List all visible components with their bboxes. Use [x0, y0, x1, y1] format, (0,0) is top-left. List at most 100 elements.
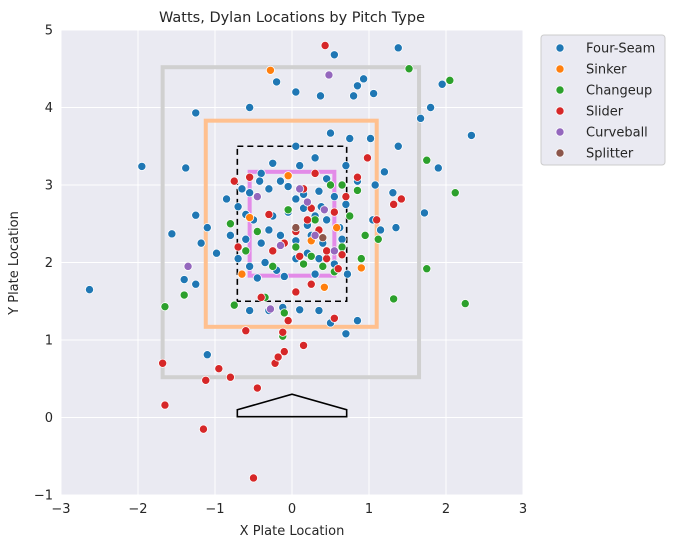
legend-label-changeup: Changeup — [586, 84, 652, 99]
point-four-seam-44 — [292, 142, 300, 150]
y-ticks: −1 0 1 2 3 4 5 — [34, 24, 53, 504]
point-four-seam-35 — [315, 306, 323, 314]
point-curveball-3 — [303, 198, 311, 206]
point-four-seam-27 — [212, 249, 220, 257]
point-changeup-6 — [461, 299, 469, 307]
point-sinker-0 — [266, 66, 274, 74]
point-changeup-7 — [161, 303, 169, 311]
y-tick-label-5: 4 — [45, 101, 53, 116]
point-curveball-1 — [184, 262, 192, 270]
point-changeup-18 — [292, 243, 300, 251]
point-four-seam-89 — [222, 195, 230, 203]
point-slider-9 — [234, 243, 242, 251]
legend-label-slider: Slider — [586, 105, 624, 120]
point-changeup-24 — [284, 206, 292, 214]
point-four-seam-90 — [276, 177, 284, 185]
point-four-seam-12 — [434, 164, 442, 172]
point-four-seam-74 — [338, 235, 346, 243]
y-tick-label-6: 5 — [45, 24, 53, 39]
point-changeup-23 — [326, 181, 334, 189]
point-four-seam-0 — [394, 44, 402, 52]
point-four-seam-40 — [273, 78, 281, 86]
point-four-seam-84 — [253, 274, 261, 282]
point-four-seam-54 — [284, 182, 292, 190]
point-four-seam-34 — [296, 306, 304, 314]
x-tick-label-4: 1 — [365, 502, 373, 517]
point-slider-27 — [334, 265, 342, 273]
point-four-seam-9 — [370, 89, 378, 97]
point-four-seam-49 — [342, 162, 350, 170]
point-changeup-4 — [423, 265, 431, 273]
point-changeup-5 — [390, 295, 398, 303]
legend-label-four-seam: Four-Seam — [586, 42, 655, 57]
point-four-seam-83 — [343, 270, 351, 278]
point-changeup-28 — [299, 260, 307, 268]
point-curveball-6 — [311, 231, 319, 239]
point-four-seam-81 — [315, 255, 323, 263]
point-four-seam-30 — [203, 351, 211, 359]
point-slider-20 — [279, 328, 287, 336]
point-slider-4 — [363, 154, 371, 162]
legend-label-curveball: Curveball — [586, 126, 648, 141]
point-four-seam-77 — [261, 258, 269, 266]
legend-marker-splitter — [556, 149, 564, 157]
point-slider-41 — [269, 247, 277, 255]
x-tick-label-6: 3 — [519, 502, 527, 517]
y-tick-label-0: −1 — [34, 489, 53, 504]
point-slider-44 — [342, 193, 350, 201]
point-four-seam-7 — [360, 75, 368, 83]
point-slider-22 — [330, 314, 338, 322]
point-four-seam-56 — [315, 187, 323, 195]
legend: Four-Seam Sinker Changeup Slider Curveball Sp… — [541, 35, 665, 165]
point-slider-15 — [253, 384, 261, 392]
point-slider-36 — [338, 251, 346, 259]
point-four-seam-76 — [246, 262, 254, 270]
point-slider-5 — [353, 173, 361, 181]
point-changeup-29 — [346, 212, 354, 220]
point-four-seam-59 — [234, 203, 242, 211]
point-slider-11 — [202, 376, 210, 384]
point-sinker-1 — [284, 172, 292, 180]
legend-marker-slider — [556, 107, 564, 115]
point-curveball-4 — [320, 206, 328, 214]
point-sinker-3 — [320, 283, 328, 291]
point-curveball-0 — [325, 71, 333, 79]
point-curveball-9 — [296, 185, 304, 193]
point-slider-42 — [311, 169, 319, 177]
point-changeup-3 — [451, 189, 459, 197]
point-four-seam-69 — [257, 239, 265, 247]
x-tick-label-1: −2 — [128, 502, 147, 517]
point-slider-29 — [265, 210, 273, 218]
point-four-seam-68 — [242, 235, 250, 243]
point-sinker-6 — [238, 270, 246, 278]
point-four-seam-42 — [346, 134, 354, 142]
point-changeup-31 — [338, 243, 346, 251]
point-four-seam-8 — [350, 92, 358, 100]
point-curveball-7 — [330, 247, 338, 255]
point-changeup-10 — [280, 309, 288, 317]
point-changeup-30 — [226, 220, 234, 228]
legend-label-sinker: Sinker — [586, 63, 627, 78]
point-changeup-22 — [338, 181, 346, 189]
point-sinker-5 — [333, 224, 341, 232]
point-slider-24 — [257, 293, 265, 301]
point-slider-13 — [161, 401, 169, 409]
point-changeup-26 — [253, 227, 261, 235]
point-four-seam-25 — [168, 230, 176, 238]
point-changeup-19 — [269, 262, 277, 270]
point-four-seam-28 — [180, 275, 188, 283]
point-four-seam-75 — [234, 255, 242, 263]
point-slider-43 — [303, 216, 311, 224]
legend-label-splitter: Splitter — [586, 147, 634, 162]
point-four-seam-45 — [269, 159, 277, 167]
point-slider-40 — [296, 252, 304, 260]
point-four-seam-31 — [246, 306, 254, 314]
point-slider-3 — [390, 200, 398, 208]
point-changeup-17 — [307, 252, 315, 260]
point-four-seam-2 — [85, 286, 93, 294]
point-slider-12 — [159, 359, 167, 367]
point-four-seam-65 — [323, 216, 331, 224]
point-four-seam-48 — [311, 154, 319, 162]
point-four-seam-17 — [371, 181, 379, 189]
point-slider-33 — [330, 208, 338, 216]
